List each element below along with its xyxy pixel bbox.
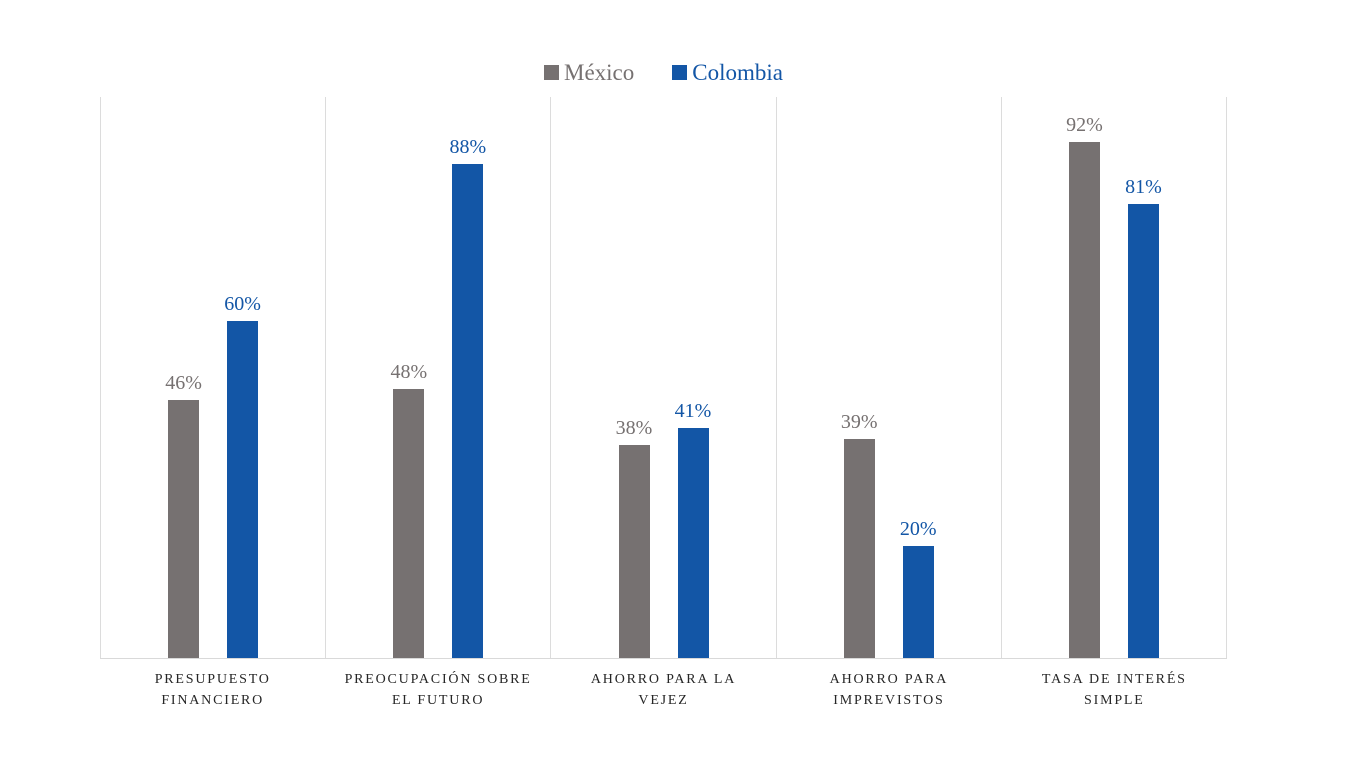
- bar-value-label: 38%: [615, 416, 653, 439]
- category-label: AHORRO PARA LA VEJEZ: [590, 672, 737, 708]
- bar-value-label: 48%: [390, 360, 428, 383]
- bar-value-label: 92%: [1066, 113, 1103, 136]
- bar-mexico: 39%: [841, 412, 878, 658]
- bar-group: 46% 60%: [101, 97, 325, 658]
- category-panel-ahorro-para-la-vejez: 38% 41%: [550, 97, 775, 658]
- bar-value-label: 20%: [899, 517, 937, 540]
- category-label: PREOCUPACIÓN SOBRE EL FUTURO: [344, 672, 532, 708]
- category-label: TASA DE INTERÉS SIMPLE: [1041, 672, 1187, 708]
- bar-group: 48% 88%: [326, 97, 550, 658]
- legend-label: México: [564, 59, 635, 85]
- bar-value-label: 39%: [840, 411, 878, 434]
- bar-value-label: 81%: [1125, 175, 1162, 198]
- bar-colombia: 60%: [224, 294, 261, 658]
- bar-colombia: 20%: [900, 519, 937, 658]
- category-panel-presupuesto-financiero: 46% 60%: [100, 97, 325, 658]
- plot-area: 46% 60% 48% 88% 38% 41% 39% 20% 92% 81%: [100, 97, 1228, 659]
- bar-group: 38% 41%: [551, 97, 775, 658]
- colombia-series-swatch-icon: [672, 64, 688, 80]
- bar-mexico: 38%: [616, 418, 652, 658]
- bar-group: 39% 20%: [777, 97, 1001, 658]
- bar-value-label: 46%: [165, 371, 202, 394]
- category-panel-tasa-de-interes-simple: 92% 81%: [1000, 97, 1228, 658]
- bar-group: 92% 81%: [1002, 97, 1226, 658]
- bar-value-label: 60%: [224, 293, 261, 316]
- chart-legend: México Colombia: [100, 56, 1227, 88]
- bar-mexico: 92%: [1066, 115, 1103, 658]
- category-panel-preocupacion-sobre-el-futuro: 48% 88%: [325, 97, 550, 658]
- bar-colombia: 88%: [449, 137, 486, 658]
- bar-mexico: 48%: [390, 362, 427, 658]
- bar-value-label: 88%: [449, 136, 487, 159]
- legend-label: Colombia: [692, 59, 783, 85]
- mexico-series-swatch-icon: [544, 64, 559, 80]
- legend-item-colombia: Colombia: [672, 61, 783, 84]
- bar-colombia: 81%: [1125, 177, 1162, 658]
- bar-colombia: 41%: [675, 401, 711, 658]
- legend-item-mexico: México: [544, 61, 634, 84]
- bar-mexico: 46%: [165, 373, 202, 658]
- category-panel-ahorro-para-imprevistos: 39% 20%: [775, 97, 1001, 658]
- category-label: PRESUPUESTO FINANCIERO: [154, 672, 271, 708]
- category-label: AHORRO PARA IMPREVISTOS: [829, 672, 949, 708]
- bar-value-label: 41%: [674, 400, 712, 422]
- category-axis: PRESUPUESTO FINANCIERO PREOCUPACIÓN SOBRE E…: [100, 669, 1227, 711]
